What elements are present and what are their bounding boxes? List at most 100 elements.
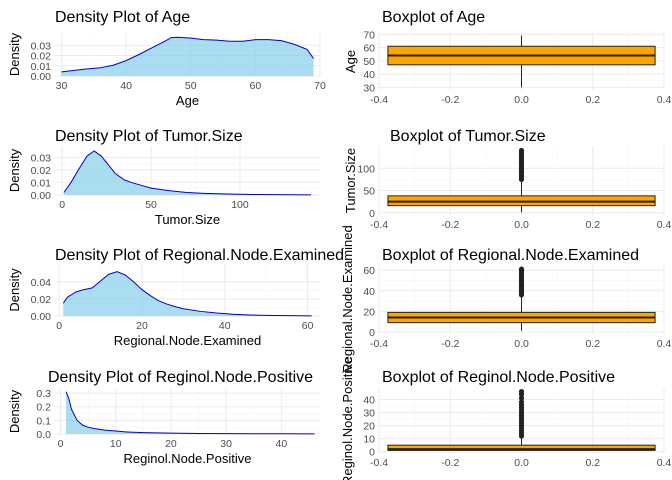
y-tick-label: 40 — [363, 394, 375, 406]
x-tick-label: 0.0 — [514, 457, 529, 469]
x-tick-label: -0.2 — [441, 457, 459, 469]
x-axis-label: Reginol.Node.Positive — [124, 451, 252, 466]
y-tick-label: 0.00 — [31, 311, 52, 323]
x-tick-label: 50 — [185, 80, 197, 92]
outlier-point — [518, 147, 525, 154]
density-line — [62, 271, 312, 317]
x-tick-label: -0.2 — [441, 219, 459, 231]
x-tick-label: -0.4 — [370, 338, 388, 350]
y-axis-label: Regional.Node.Examined — [340, 225, 355, 372]
x-tick-label: -0.4 — [370, 94, 388, 106]
x-tick-label: 0.0 — [514, 94, 529, 106]
panel-5: 0 20 40 60 0.00 0.02 0.04 Density Plot of Regio… — [7, 247, 344, 348]
x-tick-label: 40 — [276, 438, 288, 450]
y-tick-label: 60 — [363, 265, 375, 277]
x-tick-label: 60 — [302, 320, 314, 332]
panel-7: 0 10 20 30 40 0.0 0.10.2 0.3 Density Plot of Reg… — [7, 369, 320, 466]
y-tick-label: 0 — [369, 208, 375, 220]
x-tick-label: -0.2 — [441, 338, 459, 350]
chart-title: Density Plot of Regional.Node.Examined — [55, 247, 344, 264]
chart-title: Density Plot of Age — [55, 9, 190, 26]
y-tick-label: 100 — [357, 163, 375, 175]
x-tick-label: 0.0 — [514, 219, 529, 231]
x-tick-label: 0.4 — [657, 338, 672, 350]
x-tick-label: -0.4 — [370, 457, 388, 469]
x-tick-label: 40 — [219, 320, 231, 332]
y-tick-label: 0.02 — [31, 294, 52, 306]
y-axis-label: Reginol.Node.Positive — [340, 357, 355, 480]
y-tick-label: 0.3 — [36, 388, 51, 400]
y-tick-label: 20 — [363, 306, 375, 318]
y-tick-label: 0.02 — [31, 51, 52, 63]
panel-6: -0.4 -0.2 0.0 0.2 0.4 0 20 40 60 Boxplot of Regio… — [340, 225, 671, 372]
y-axis-label: Tumor.Size — [343, 148, 358, 213]
y-tick-label: 0.2 — [36, 402, 51, 414]
x-tick-label: 30 — [56, 80, 68, 92]
y-tick-label: 0 — [369, 327, 375, 339]
y-tick-label: 0.02 — [31, 165, 52, 177]
y-tick-label: 0.03 — [31, 152, 52, 164]
density-area — [63, 151, 312, 195]
x-axis-label: Tumor.Size — [155, 212, 220, 227]
x-tick-label: 20 — [165, 438, 177, 450]
chart-title: Density Plot of Tumor.Size — [55, 128, 243, 145]
y-tick-label: 0 — [369, 447, 375, 459]
x-tick-label: 0 — [58, 438, 64, 450]
density-line — [65, 391, 315, 435]
chart-title: Boxplot of Reginol.Node.Positive — [382, 369, 615, 386]
y-tick-label: 10 — [363, 434, 375, 446]
density-area — [66, 391, 315, 434]
chart-title: Density Plot of Reginol.Node.Positive — [48, 369, 313, 386]
x-tick-label: 0.4 — [657, 219, 672, 231]
chart-title: Boxplot of Age — [382, 9, 485, 26]
outlier-point — [518, 389, 525, 395]
chart-title: Boxplot of Regional.Node.Examined — [382, 247, 639, 264]
y-tick-label: 0.0 — [36, 429, 51, 441]
x-tick-label: 0.2 — [585, 94, 600, 106]
x-tick-label: 100 — [231, 199, 249, 211]
y-tick-label: 30 — [363, 408, 375, 420]
x-tick-label: 70 — [314, 80, 326, 92]
density-area — [63, 271, 312, 316]
x-tick-label: 0 — [59, 199, 65, 211]
y-axis-label: Density — [7, 148, 22, 192]
box — [387, 444, 656, 451]
x-tick-label: -0.4 — [370, 219, 388, 231]
y-tick-label: 20 — [363, 421, 375, 433]
y-tick-label: 30 — [363, 82, 375, 94]
y-tick-label: 60 — [363, 43, 375, 55]
x-tick-label: 0.2 — [585, 338, 600, 350]
x-tick-label: 10 — [110, 438, 122, 450]
y-axis-label: Density — [7, 32, 22, 76]
x-tick-label: 20 — [136, 320, 148, 332]
x-axis-label: Regional.Node.Examined — [114, 333, 261, 348]
y-tick-label: 40 — [363, 69, 375, 81]
y-tick-label: 50 — [363, 186, 375, 198]
y-tick-label: 0.03 — [31, 40, 52, 52]
x-tick-label: -0.2 — [441, 94, 459, 106]
y-tick-label: 0.04 — [31, 277, 52, 289]
x-tick-label: 30 — [220, 438, 232, 450]
y-tick-label: 50 — [363, 56, 375, 68]
x-tick-label: 40 — [120, 80, 132, 92]
density-line — [61, 36, 314, 73]
x-tick-label: 0.4 — [657, 457, 672, 469]
density-line — [63, 150, 312, 196]
outlier-point — [518, 395, 525, 401]
panel-1: 30 40 50 60 70 0.000.010.020.03 Density Plot o… — [7, 9, 326, 108]
x-axis-label: Age — [176, 93, 199, 108]
y-axis-label: Density — [7, 268, 22, 312]
x-tick-label: 0.2 — [585, 219, 600, 231]
y-tick-label: 70 — [363, 29, 375, 41]
x-tick-label: 60 — [250, 80, 262, 92]
density-area — [61, 37, 314, 76]
y-tick-label: 0.1 — [36, 415, 51, 427]
chart-title: Boxplot of Tumor.Size — [390, 128, 546, 145]
y-tick-label: 0.00 — [31, 190, 52, 202]
y-tick-label: 0.01 — [31, 177, 52, 189]
x-tick-label: 50 — [145, 199, 157, 211]
